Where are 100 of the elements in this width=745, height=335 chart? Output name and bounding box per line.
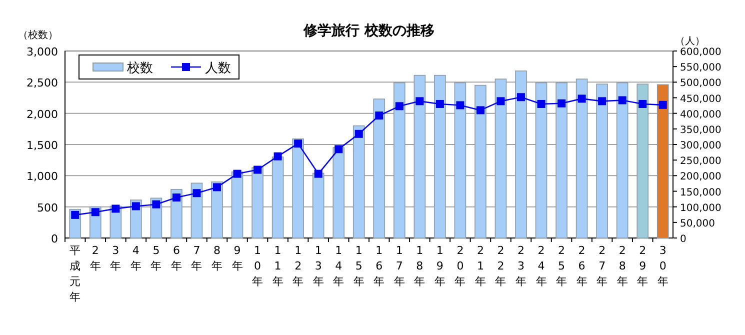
point: [618, 96, 626, 104]
chart-title: 修学旅行 校数の推移: [302, 23, 434, 39]
point: [233, 170, 242, 178]
y2-tick-label: 150,000: [680, 187, 722, 198]
x-tick-label: 14年: [333, 244, 344, 288]
point: [658, 100, 667, 109]
y-tick-label: 0: [51, 232, 58, 246]
point: [456, 101, 464, 110]
y2-tick-label: 400,000: [680, 109, 722, 120]
bar: [414, 74, 426, 238]
bar: [556, 82, 568, 238]
point: [294, 140, 302, 148]
x-tick-label: 20年: [454, 244, 466, 288]
bar: [231, 172, 244, 238]
bar: [535, 82, 548, 238]
bar: [576, 78, 588, 238]
point: [172, 193, 180, 202]
x-tick-label: 13年: [312, 244, 324, 288]
x-tick-label: 19年: [434, 244, 446, 288]
point: [598, 97, 606, 106]
bar: [434, 74, 446, 238]
y2-tick-label: 600,000: [680, 47, 722, 58]
legend-label: 校数: [126, 61, 153, 76]
bar: [292, 138, 304, 238]
point: [254, 166, 262, 174]
y2-tick-label: 350,000: [680, 124, 722, 136]
y2-tick-label: 550,000: [680, 62, 722, 74]
bar: [332, 147, 344, 238]
x-tick-label: 22年: [495, 244, 506, 288]
x-tick-label: 18年: [414, 244, 426, 288]
x-tick-label: 12年: [292, 244, 304, 288]
bar: [515, 70, 527, 238]
x-tick-label: 11年: [272, 244, 284, 288]
x-tick-label: 平成元年: [70, 244, 81, 304]
bar: [596, 84, 608, 238]
point: [192, 189, 201, 198]
y-tick-label: 2,500: [26, 76, 58, 90]
x-tick-label: 15年: [353, 244, 364, 288]
x-tick-label: 9年: [232, 244, 243, 272]
bar: [616, 82, 628, 238]
point: [638, 100, 647, 108]
bar: [352, 125, 365, 238]
point: [375, 112, 384, 120]
bar: [454, 82, 466, 238]
point: [496, 97, 505, 106]
point: [213, 183, 221, 192]
point: [334, 145, 343, 154]
y-tick-label: 2,000: [26, 108, 58, 121]
point: [274, 152, 282, 160]
x-tick-label: 16年: [374, 244, 385, 288]
x-tick-label: 3年: [110, 244, 122, 272]
bar: [474, 84, 486, 238]
bar: [252, 167, 264, 238]
point: [91, 208, 100, 216]
bar: [494, 78, 507, 238]
y-tick-label: 500: [37, 201, 58, 214]
point: [132, 202, 140, 210]
point: [314, 170, 322, 178]
x-tick-label: 10年: [252, 244, 264, 288]
y2-tick-label: 300,000: [680, 140, 722, 152]
point: [395, 102, 404, 110]
y-tick-label: 1,000: [26, 170, 58, 184]
x-tick-label: 17年: [394, 244, 405, 288]
bar: [312, 172, 324, 238]
y2-tick-label: 500,000: [680, 78, 722, 90]
y2-axis-title: （人）: [675, 36, 705, 47]
y-axis-title: （校数）: [18, 29, 58, 41]
y2-tick-label: 250,000: [680, 156, 722, 168]
point: [558, 99, 566, 108]
y2-tick-label: 200,000: [680, 172, 722, 183]
bar: [636, 84, 648, 238]
x-tick-label: 2年: [90, 244, 101, 272]
x-tick-label: 25年: [556, 244, 568, 288]
bar: [272, 156, 284, 238]
bar: [394, 82, 406, 238]
x-tick-label: 7年: [191, 244, 202, 272]
x-tick-label: 21年: [474, 244, 486, 288]
x-tick-label: 24年: [536, 244, 547, 288]
point: [416, 97, 424, 106]
bar: [373, 98, 386, 238]
x-tick-label: 4年: [130, 244, 142, 272]
point: [517, 93, 525, 102]
point: [537, 100, 546, 108]
y-tick-label: 3,000: [26, 46, 58, 58]
y2-tick-label: 0: [680, 234, 686, 245]
x-tick-label: 5年: [150, 244, 162, 272]
point: [112, 204, 120, 213]
y-tick-label: 1,500: [26, 139, 58, 152]
y2-tick-label: 50,000: [680, 218, 715, 230]
point: [476, 106, 484, 114]
y2-tick-label: 100,000: [680, 202, 722, 214]
point: [71, 210, 80, 219]
bar: [211, 182, 223, 238]
x-tick-label: 26年: [576, 244, 588, 288]
y2-tick-label: 450,000: [680, 94, 722, 105]
x-tick-label: 29年: [637, 244, 648, 288]
bar: [656, 84, 669, 238]
x-tick-label: 8年: [212, 244, 222, 272]
point: [152, 200, 160, 208]
x-tick-label: 28年: [616, 244, 628, 288]
